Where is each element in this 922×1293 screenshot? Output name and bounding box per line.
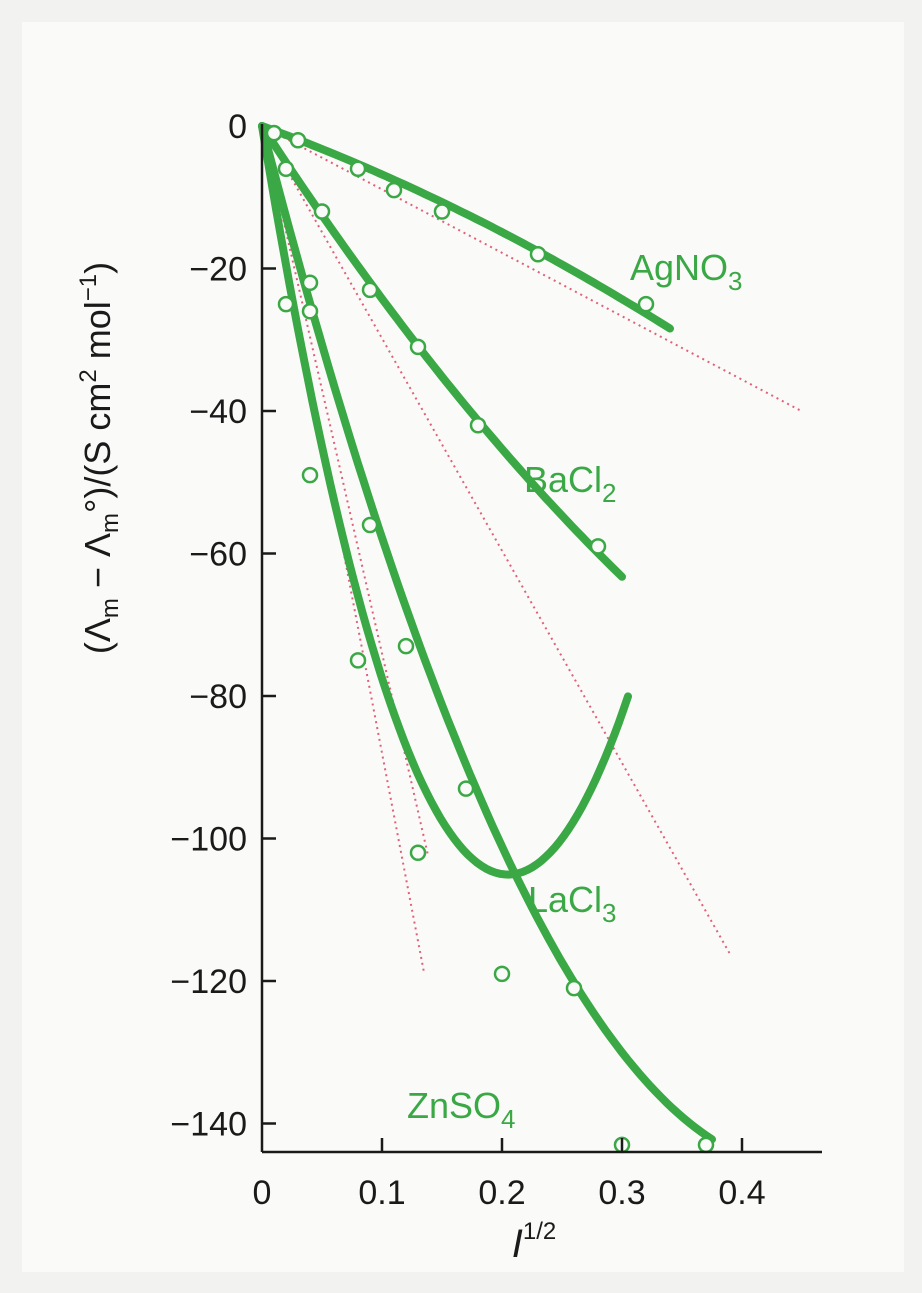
bacl2-data-point [409,338,427,356]
znso4-data-point [409,844,427,861]
y-tick-label: 0 [228,108,247,146]
bacl2-data-point [277,160,295,177]
znso4-label: ZnSO4 [407,1085,516,1134]
agno3-data-point [385,181,403,199]
agno3-data-point [637,295,655,313]
y-label-mol: mol [77,301,118,369]
bacl2-label-text: BaCl [524,459,602,500]
y-tick-label: −120 [170,963,247,1001]
lacl3-fit-curve [258,122,716,1144]
bacl2-limiting-law-line [261,125,731,955]
agno3-label-sub: 3 [728,266,742,296]
y-label-sup2: −1 [75,274,102,301]
y-tick-label: −140 [170,1106,247,1144]
lacl3-label-sub: 3 [602,898,616,928]
y-label-deg: °)/(S cm [77,383,118,513]
y-label-open: (Λ [77,618,118,654]
lacl3-label: LaCl3 [528,879,617,928]
lacl3-data-point [301,303,319,320]
y-label-sup1: 2 [75,369,102,382]
bacl2-data-point [361,281,379,299]
lacl3-data-point [397,637,415,655]
y-ticks: 0 −20 −40 −60 −80 −100 −120 −140 [170,108,276,1144]
bacl2-data-point [313,203,331,220]
agno3-data-point [433,203,451,220]
y-label-sub2: m [97,513,124,533]
x-tick-label: 0 [253,1174,272,1212]
znso4-data-point [301,466,319,484]
x-axis-label-base: I [512,1222,523,1266]
data-points [265,124,715,1154]
y-tick-label: −20 [189,251,247,289]
bacl2-data-point [469,417,487,434]
lacl3-label-text: LaCl [528,879,602,920]
agno3-data-point [529,246,547,263]
lacl3-data-point [565,979,583,997]
y-label-close: ) [77,262,118,274]
y-tick-label: −80 [189,678,247,716]
x-axis-label: I1/2 [512,1218,557,1266]
x-tick-label: 0.4 [718,1174,765,1212]
lacl3-data-point [457,780,475,797]
x-tick-label: 0.1 [358,1174,405,1212]
bacl2-fit-curve [258,122,626,581]
bacl2-data-point [589,538,607,555]
y-label-sub1: m [97,598,124,618]
x-tick-label: 0.2 [478,1174,525,1212]
agno3-data-point [349,160,367,177]
znso4-label-sub: 4 [501,1104,515,1134]
figure-page: 0 0.1 0.2 0.3 0.4 0 −20 −40 −60 −80 −100 −120 −1 4 0 … [22,22,904,1272]
bacl2-label: BaCl2 [524,459,617,508]
x-tick-label: 0.3 [598,1174,645,1212]
lacl3-data-point [361,516,379,534]
znso4-data-point [493,965,511,983]
y-axis-label: (Λm − Λm°)/(S cm2 mol−1) [75,262,124,654]
y-tick-label: −40 [189,393,247,431]
znso4-label-text: ZnSO [407,1085,501,1126]
agno3-data-point [289,132,307,149]
y-tick-label: −100 [170,821,247,859]
znso4-data-point [301,274,319,291]
conductivity-chart: 0 0.1 0.2 0.3 0.4 0 −20 −40 −60 −80 −100 −120 −1 4 0 … [75,108,822,1266]
znso4-data-point [349,652,367,669]
x-axis-label-sup: 1/2 [523,1218,556,1245]
bacl2-label-sub: 2 [602,478,616,508]
lacl3-data-point [697,1136,715,1154]
x-ticks: 0 0.1 0.2 0.3 0.4 [253,1138,766,1212]
bacl2-data-point [265,124,283,142]
agno3-label-text: AgNO [630,247,728,288]
limiting-law-lines [261,125,803,973]
y-label-minus: − Λ [77,533,118,598]
lacl3-data-point [277,295,295,313]
agno3-label: AgNO3 [630,247,743,296]
znso4-fit-curve [258,122,632,879]
agno3-fit-curve [258,122,674,333]
lacl3-limiting-law-line [261,125,429,854]
y-tick-label: −60 [189,536,247,574]
